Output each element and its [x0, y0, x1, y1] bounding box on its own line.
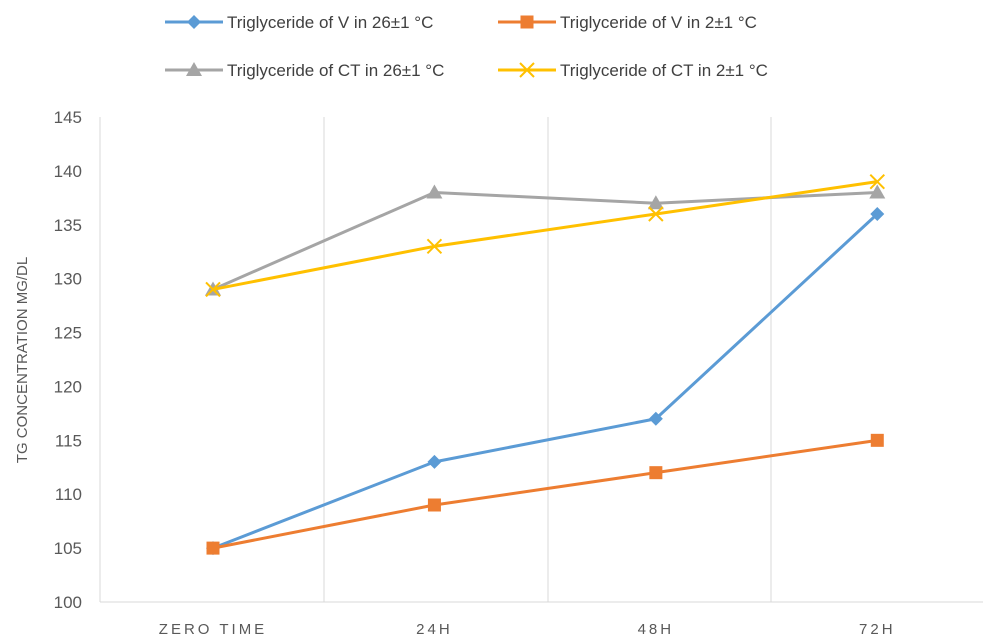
x-tick-label: 24H: [416, 621, 453, 637]
legend-label: Triglyceride of CT in 2±1 °C: [560, 61, 768, 80]
series-1: [206, 207, 885, 556]
legend-item: Triglyceride of V in 2±1 °C: [498, 13, 757, 32]
x-tick-label: 48H: [638, 621, 675, 637]
data-point-square: [206, 541, 220, 555]
series-line: [212, 438, 878, 550]
data-point-square: [649, 466, 663, 480]
legend-label: Triglyceride of CT in 26±1 °C: [227, 61, 444, 80]
data-point-triangle: [647, 195, 664, 210]
y-axis-ticks: 100 105 110 115 120 125 130 135 140 145: [54, 108, 82, 612]
data-point-x: [648, 206, 664, 222]
x-tick-label: ZERO TIME: [159, 621, 267, 637]
data-point-diamond: [648, 411, 663, 426]
data-point-x: [869, 173, 885, 190]
data-point-x-stroke: [869, 173, 885, 190]
data-point-diamond: [870, 207, 885, 221]
data-point-x: [205, 281, 221, 298]
y-tick-label: 120: [54, 377, 82, 396]
y-tick-label: 135: [54, 216, 82, 235]
data-point-square: [427, 498, 441, 512]
data-point-diamond: [187, 15, 201, 29]
y-tick-label: 110: [55, 485, 82, 504]
series-line: [212, 212, 879, 550]
series-3: [205, 184, 886, 296]
y-tick-label: 100: [54, 593, 82, 612]
data-point-x-stroke: [426, 238, 443, 255]
series-line: [212, 180, 878, 291]
data-point-diamond: [427, 454, 442, 469]
data-point-x-stroke: [519, 62, 535, 78]
x-axis-ticks: ZERO TIME 24H 48H 72H: [159, 621, 896, 637]
y-tick-label: 115: [55, 431, 82, 450]
data-point-x: [426, 238, 443, 255]
data-point-x-stroke: [205, 281, 221, 298]
legend-label: Triglyceride of V in 2±1 °C: [560, 13, 757, 32]
series-line: [212, 190, 878, 291]
series-4: [205, 173, 885, 298]
legend-item: Triglyceride of CT in 2±1 °C: [498, 61, 768, 80]
y-tick-label: 105: [54, 539, 82, 558]
data-point-triangle: [426, 184, 443, 199]
y-tick-label: 140: [54, 162, 82, 181]
data-point-square: [520, 15, 534, 29]
data-point-x-stroke: [648, 206, 664, 222]
legend-item: Triglyceride of CT in 26±1 °C: [165, 61, 444, 80]
data-point-square: [870, 433, 884, 447]
y-tick-label: 145: [54, 108, 82, 127]
legend-label: Triglyceride of V in 26±1 °C: [227, 13, 433, 32]
chart-legend: Triglyceride of V in 26±1 °C Triglyceride…: [165, 13, 768, 80]
y-tick-label: 130: [54, 270, 82, 289]
y-tick-label: 125: [54, 324, 82, 343]
data-point-x: [519, 62, 535, 78]
y-axis-title: TG CONCENTRATION MG/DL: [14, 257, 31, 463]
series-2: [206, 433, 884, 555]
x-tick-label: 72H: [859, 621, 896, 637]
data-point-triangle: [186, 62, 202, 76]
chart-gridlines: [99, 117, 983, 603]
legend-item: Triglyceride of V in 26±1 °C: [165, 13, 433, 32]
chart-series: [205, 173, 886, 556]
data-point-triangle: [869, 184, 886, 199]
